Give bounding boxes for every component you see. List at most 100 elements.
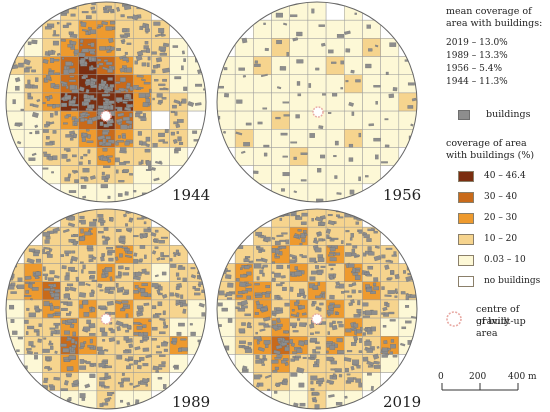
building xyxy=(405,295,409,301)
coverage-cell xyxy=(234,209,254,228)
building xyxy=(271,277,276,282)
building xyxy=(99,46,106,51)
centre-of-gravity-label-line1: centre of gravity xyxy=(476,304,520,327)
building xyxy=(79,215,85,219)
building xyxy=(310,388,315,391)
building xyxy=(123,248,130,252)
building xyxy=(172,251,180,256)
building xyxy=(240,267,243,270)
building xyxy=(35,77,39,82)
building xyxy=(264,236,271,242)
building xyxy=(363,234,370,239)
building xyxy=(356,309,362,313)
building xyxy=(84,81,90,84)
building xyxy=(326,341,333,344)
building xyxy=(119,150,127,154)
building xyxy=(116,140,124,143)
building xyxy=(134,346,141,351)
coverage-cell xyxy=(380,2,400,21)
building xyxy=(102,157,109,162)
building xyxy=(356,329,362,334)
building xyxy=(318,383,322,387)
building xyxy=(53,58,60,62)
building xyxy=(264,343,269,348)
map-outline xyxy=(216,1,418,203)
building xyxy=(274,254,278,257)
building xyxy=(108,37,114,43)
building xyxy=(63,148,71,151)
building xyxy=(91,307,96,313)
building xyxy=(389,42,397,47)
building xyxy=(42,273,49,276)
building xyxy=(155,57,162,63)
building xyxy=(88,270,96,274)
building xyxy=(25,331,29,335)
building xyxy=(120,124,128,130)
building xyxy=(124,51,128,55)
building xyxy=(135,111,143,114)
building xyxy=(159,318,166,322)
building xyxy=(327,331,330,335)
building xyxy=(190,267,196,270)
building xyxy=(329,257,337,262)
building xyxy=(348,143,354,148)
building xyxy=(91,279,97,282)
coverage-class-swatch xyxy=(458,171,474,182)
building xyxy=(289,254,297,259)
building xyxy=(84,231,91,236)
building xyxy=(340,60,345,65)
building xyxy=(139,245,146,249)
building xyxy=(334,175,338,179)
building xyxy=(88,30,91,35)
building xyxy=(124,267,130,270)
building xyxy=(331,324,338,331)
building xyxy=(315,67,320,71)
building xyxy=(47,313,54,318)
building xyxy=(137,287,142,292)
building xyxy=(143,45,149,50)
building xyxy=(80,21,87,28)
building xyxy=(370,385,374,391)
building xyxy=(69,100,76,104)
building xyxy=(302,294,307,299)
building xyxy=(155,313,162,316)
building xyxy=(299,254,303,257)
building xyxy=(384,264,390,270)
building xyxy=(261,363,265,366)
building xyxy=(101,93,109,97)
building xyxy=(126,67,133,73)
building xyxy=(78,86,85,92)
building xyxy=(290,313,297,317)
building xyxy=(346,350,353,353)
building xyxy=(81,11,89,14)
coverage-cell xyxy=(187,38,206,57)
building xyxy=(365,63,372,69)
building xyxy=(318,307,322,312)
building xyxy=(327,236,332,239)
building xyxy=(375,101,378,105)
building xyxy=(329,251,335,254)
mean-coverage-1956: 1956 – 5.4% xyxy=(446,64,502,74)
building xyxy=(300,152,308,155)
building xyxy=(310,332,314,335)
building xyxy=(62,320,66,324)
building xyxy=(49,121,55,125)
building xyxy=(56,22,60,25)
building xyxy=(89,373,96,378)
building xyxy=(49,327,56,330)
building xyxy=(290,372,298,377)
coverage-cell xyxy=(234,390,254,409)
building xyxy=(64,177,71,182)
building xyxy=(98,362,106,368)
building xyxy=(31,287,39,291)
building xyxy=(381,161,388,164)
coverage-cell xyxy=(23,2,43,21)
building xyxy=(156,345,161,348)
coverage-cell xyxy=(398,299,417,319)
building xyxy=(304,340,308,345)
year-label-2019: 2019 xyxy=(383,393,422,411)
building xyxy=(64,115,69,119)
building xyxy=(341,240,344,244)
year-label-1989: 1989 xyxy=(172,393,211,411)
building xyxy=(289,259,296,264)
